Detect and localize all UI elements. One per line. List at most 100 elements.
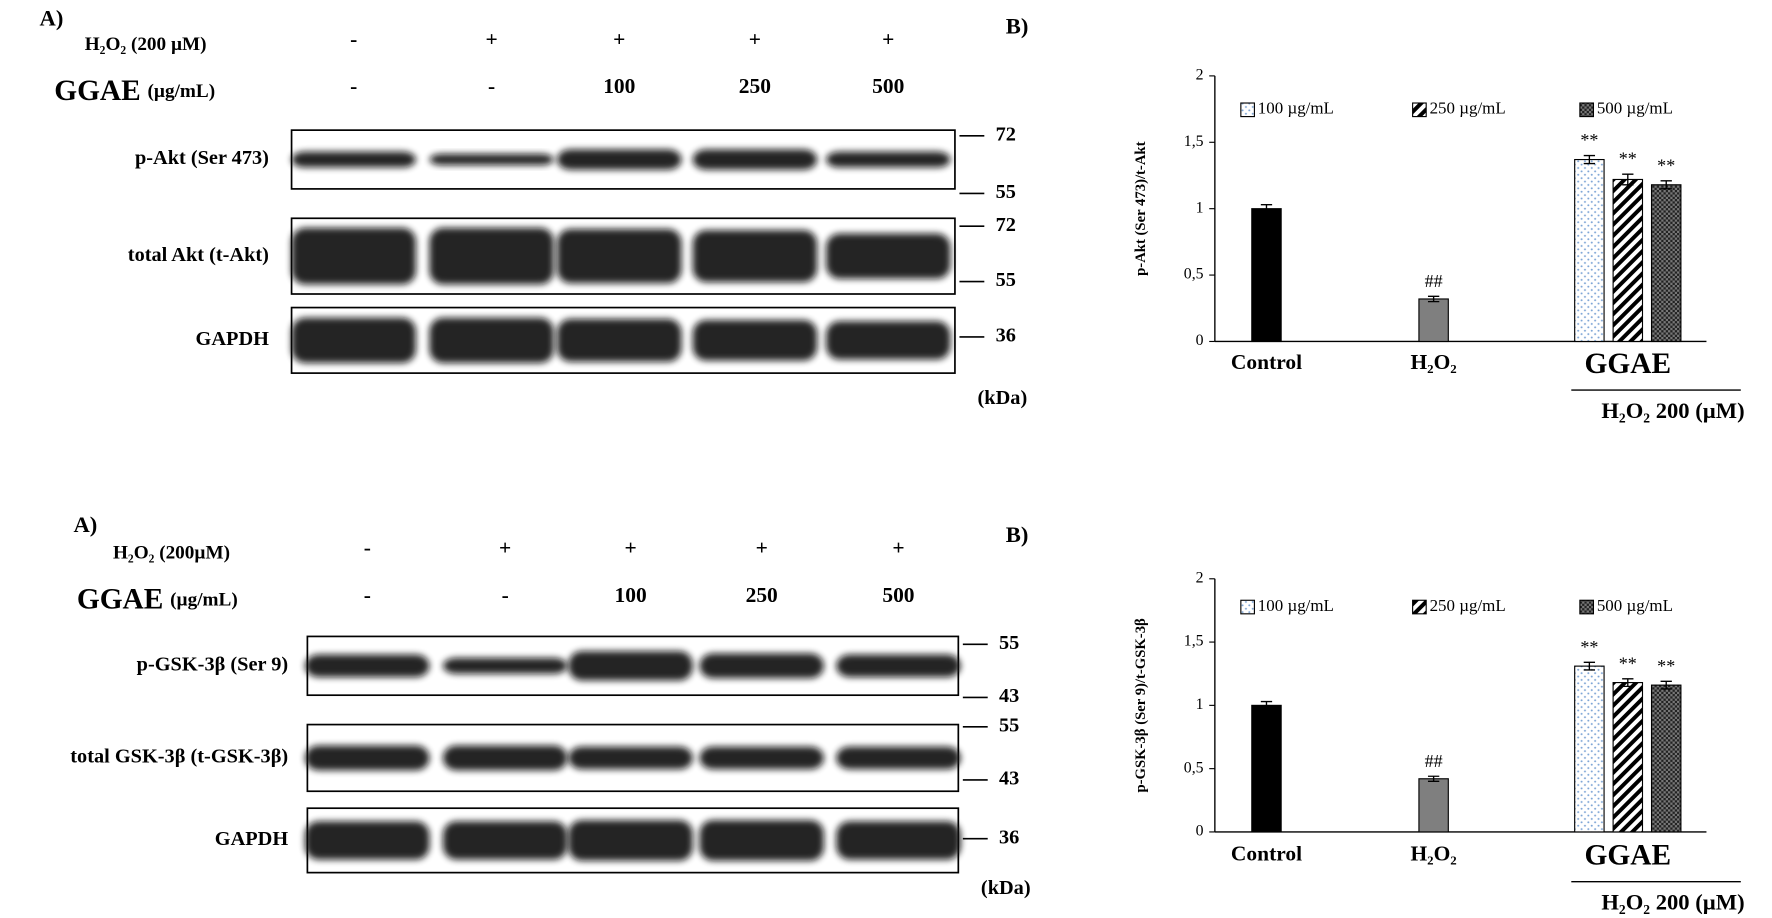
band — [836, 746, 961, 770]
annotation: ** — [1580, 130, 1598, 150]
legend-swatch — [1412, 599, 1427, 615]
annotation: ** — [1619, 653, 1637, 673]
x-tick-label: Control — [1231, 350, 1302, 374]
bar — [1418, 778, 1449, 833]
panel-label: A) — [40, 6, 64, 31]
lane-label: + — [624, 535, 636, 559]
legend-label: 250 µg/mL — [1430, 99, 1506, 118]
lane-label: 250 — [739, 74, 771, 98]
y-axis-label: p-Akt (Ser 473)/t-Akt — [1133, 141, 1149, 275]
lane-label: - — [502, 583, 509, 607]
error-bar — [1583, 661, 1596, 671]
condition-unit: (µg/mL) — [148, 81, 216, 102]
y-tick-label: 0,5 — [1184, 759, 1204, 776]
row-label: GAPDH — [196, 328, 270, 350]
y-tick-label: 1,5 — [1184, 133, 1204, 150]
lane-label: 100 — [614, 583, 646, 607]
unit-label: (kDa) — [981, 877, 1031, 899]
y-tick-label: 0 — [1196, 823, 1204, 840]
lane-label: - — [364, 535, 371, 559]
bar — [1612, 682, 1644, 833]
band — [568, 651, 693, 681]
y-tick-label: 1 — [1196, 696, 1204, 713]
bar — [1251, 704, 1282, 833]
band — [291, 317, 416, 363]
band — [557, 149, 682, 170]
error-bar — [1260, 204, 1273, 214]
lane-label: 500 — [872, 74, 904, 98]
legend-swatch — [1412, 102, 1427, 118]
bar — [1612, 178, 1644, 343]
lane-label: - — [350, 27, 357, 51]
marker-label: 72 — [996, 123, 1016, 145]
lane-label: + — [485, 27, 497, 51]
marker-label: 36 — [996, 325, 1016, 347]
condition-unit: (µg/mL) — [170, 590, 238, 611]
lane-label: + — [749, 27, 761, 51]
row-label: p-GSK-3β (Ser 9) — [137, 653, 289, 675]
x-tick-label: H₂O₂ — [1410, 842, 1456, 866]
legend-swatch — [1240, 599, 1255, 615]
panel-label: A) — [73, 512, 97, 537]
x-tick-label: GGAE — [1585, 348, 1672, 380]
band — [692, 149, 818, 170]
legend-label: 500 µg/mL — [1597, 99, 1673, 118]
annotation: ** — [1657, 656, 1675, 676]
condition-name: GGAE — [54, 75, 141, 107]
band — [692, 319, 818, 361]
legend-label: 250 µg/mL — [1430, 596, 1506, 615]
lane-label: - — [364, 583, 371, 607]
band — [429, 153, 554, 166]
lane-label: + — [892, 535, 904, 559]
bar — [1251, 208, 1282, 343]
error-bar — [1427, 295, 1440, 303]
band — [443, 821, 568, 860]
lane-label: 500 — [882, 583, 914, 607]
band — [557, 318, 682, 362]
lane-label: - — [488, 74, 495, 98]
annotation: ** — [1657, 155, 1675, 175]
band — [826, 233, 951, 279]
band — [826, 321, 951, 360]
y-tick-label: 2 — [1196, 569, 1204, 586]
band — [692, 230, 818, 283]
legend-label: 500 µg/mL — [1597, 596, 1673, 615]
band — [429, 227, 554, 285]
lane-label: - — [350, 74, 357, 98]
lane-label: + — [756, 535, 768, 559]
band — [568, 746, 693, 770]
band — [699, 820, 824, 861]
annotation: ** — [1580, 637, 1598, 657]
marker-label: 55 — [999, 632, 1019, 654]
lane-label: 100 — [603, 74, 635, 98]
condition-name: GGAE — [77, 583, 164, 615]
annotation: ## — [1425, 271, 1443, 291]
error-bar — [1583, 154, 1596, 165]
group-label: H₂O₂ 200 (µM) — [1601, 889, 1744, 914]
x-tick-label: H₂O₂ — [1410, 350, 1456, 374]
error-bar — [1622, 173, 1634, 186]
marker-label: 43 — [999, 768, 1019, 790]
band — [443, 657, 568, 674]
legend-swatch — [1579, 102, 1595, 118]
y-tick-label: 0 — [1196, 332, 1204, 349]
band — [305, 745, 430, 771]
band — [568, 820, 693, 861]
marker-label: 55 — [996, 269, 1016, 291]
band — [836, 654, 961, 678]
error-bar — [1660, 180, 1672, 190]
x-tick-label: GGAE — [1585, 840, 1672, 872]
y-tick-label: 0,5 — [1184, 266, 1204, 283]
condition-label: H₂O₂ (200µM) — [113, 542, 230, 563]
condition-label: GGAE (µg/mL) — [54, 75, 215, 107]
row-label: total Akt (t-Akt) — [128, 244, 269, 266]
marker-label: 36 — [999, 826, 1019, 848]
panel-label: B) — [1006, 14, 1029, 39]
unit-label: (kDa) — [978, 387, 1028, 409]
lane-label: + — [613, 27, 625, 51]
y-tick-label: 2 — [1196, 67, 1204, 84]
band — [305, 654, 430, 678]
group-label: H₂O₂ 200 (µM) — [1601, 398, 1744, 423]
band — [557, 229, 682, 284]
